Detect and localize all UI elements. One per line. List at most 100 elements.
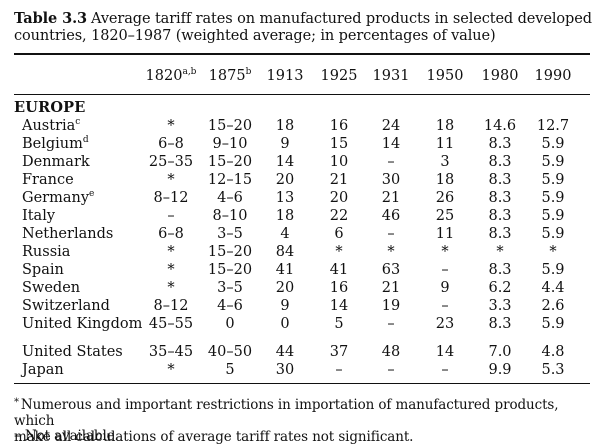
table-cell: 5: [334, 316, 344, 332]
table-cell: 24: [381, 118, 401, 134]
country-name: Spain: [22, 261, 64, 279]
table-cell: *: [167, 172, 175, 188]
table-cell: 18: [435, 118, 455, 134]
column-header-year: 1820: [145, 68, 183, 84]
table-cell: 15–20: [207, 118, 253, 134]
table-cell: –: [387, 362, 395, 378]
country-name: France: [22, 171, 74, 189]
table-cell: –: [387, 316, 395, 332]
table-cell: 15: [329, 136, 349, 152]
table-cell: *: [335, 244, 343, 260]
column-header-year: 1925: [320, 68, 358, 84]
country-label: Austria: [22, 118, 76, 134]
column-header-1820: 1820a,b: [141, 67, 201, 85]
column-header-1990: 1990: [523, 67, 583, 85]
table-cell: 0: [280, 316, 290, 332]
table-cell: 3: [440, 154, 450, 170]
table-cell: 8.3: [488, 208, 512, 224]
table-cell: 8.3: [488, 136, 512, 152]
table-cell: –: [441, 362, 449, 378]
table-cell: 19: [381, 298, 401, 314]
table-cell: 5.9: [541, 154, 565, 170]
table-cell: 63: [381, 262, 401, 278]
table-cell: 9.9: [488, 362, 512, 378]
footnote-star-text-2: make all calculations of average tariff …: [14, 429, 414, 445]
table-cell: 11: [435, 136, 455, 152]
column-header-year: 1990: [534, 68, 572, 84]
table-cell: 25–35: [148, 154, 194, 170]
table-title-line2: countries, 1820–1987 (weighted average; …: [14, 28, 496, 44]
country-name: Denmark: [22, 153, 90, 171]
table-cell: 7.0: [488, 344, 512, 360]
table-cell: 3–5: [217, 226, 243, 242]
table-cell: 8.3: [488, 316, 512, 332]
table-cell: 12–15: [207, 172, 253, 188]
country-label: Russia: [22, 244, 71, 260]
table-cell: 11: [435, 226, 455, 242]
table-cell: 5.3: [541, 362, 565, 378]
table-cell: 14: [435, 344, 455, 360]
country-name: Japan: [22, 361, 64, 379]
table-cell: 4–6: [217, 190, 243, 206]
table-cell: 5.9: [541, 136, 565, 152]
country-footnote-mark: c: [75, 117, 81, 127]
country-label: Netherlands: [22, 226, 114, 242]
table-cell: 8.3: [488, 190, 512, 206]
table-cell: 3–5: [217, 280, 243, 296]
country-label: Spain: [22, 262, 64, 278]
table-label: Table 3.3: [14, 10, 88, 27]
table-cell: 25: [435, 208, 455, 224]
country-name: Netherlands: [22, 225, 113, 243]
table-cell: 35–45: [148, 344, 194, 360]
table-cell: 5.9: [541, 208, 565, 224]
footnote-star: * Numerous and important restrictions in …: [14, 395, 594, 445]
table-cell: 84: [275, 244, 295, 260]
table-cell: 22: [329, 208, 349, 224]
table-cell: –: [387, 154, 395, 170]
table-cell: 12.7: [536, 118, 570, 134]
column-header-1931: 1931: [361, 67, 421, 85]
column-header-footnote-mark: a,b: [182, 67, 197, 77]
table-cell: 8.3: [488, 154, 512, 170]
country-label: Italy: [22, 208, 56, 224]
table-cell: 6–8: [158, 136, 184, 152]
table-cell: 14: [329, 298, 349, 314]
table-cell: 6–8: [158, 226, 184, 242]
table-cell: 8–10: [212, 208, 248, 224]
table-cell: 26: [435, 190, 455, 206]
table-cell: *: [387, 244, 395, 260]
country-name: Italy: [22, 207, 55, 225]
column-header-year: 1980: [481, 68, 519, 84]
table-cell: *: [496, 244, 504, 260]
table-cell: 30: [381, 172, 401, 188]
table-cell: –: [387, 226, 395, 242]
country-label: United States: [22, 344, 123, 360]
column-header-1980: 1980: [470, 67, 530, 85]
table-cell: 9: [280, 298, 290, 314]
table-cell: 9–10: [212, 136, 248, 152]
table-cell: *: [167, 280, 175, 296]
table-cell: 18: [275, 208, 295, 224]
table-cell: 23: [435, 316, 455, 332]
table-cell: *: [167, 118, 175, 134]
table-cell: 5.9: [541, 190, 565, 206]
table-cell: 30: [275, 362, 295, 378]
country-name: United States: [22, 343, 123, 361]
table-cell: 14.6: [483, 118, 517, 134]
table-cell: –: [441, 298, 449, 314]
table-cell: 4: [280, 226, 290, 242]
country-name: Sweden: [22, 279, 80, 297]
table-cell: 15–20: [207, 262, 253, 278]
table-cell: 6.2: [488, 280, 512, 296]
table-cell: 5.9: [541, 262, 565, 278]
table-cell: 41: [329, 262, 349, 278]
table-cell: –: [441, 262, 449, 278]
table-cell: 5.9: [541, 226, 565, 242]
table-title-line1: Average tariff rates on manufactured pro…: [91, 11, 592, 27]
country-label: Sweden: [22, 280, 81, 296]
table-cell: 21: [381, 280, 401, 296]
table-cell: 44: [275, 344, 295, 360]
table-cell: 5.9: [541, 172, 565, 188]
table-cell: 4–6: [217, 298, 243, 314]
table-cell: *: [167, 244, 175, 260]
